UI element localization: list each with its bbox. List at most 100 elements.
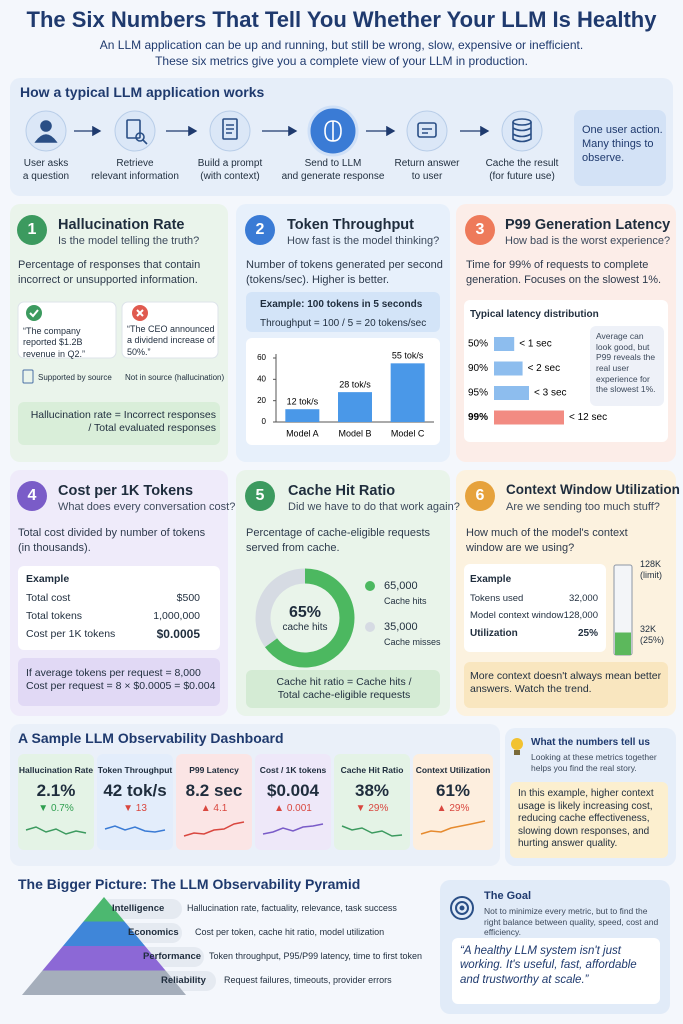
step-label: Retrieve relevant information (91, 158, 179, 182)
card-title: Cache Hit Ratio (288, 483, 396, 499)
example-caption: Not in source (hallucination) (125, 373, 225, 382)
row-label: Total cost (26, 592, 71, 604)
donut-caption: cache hits (282, 622, 328, 633)
cache-donut (255, 568, 355, 668)
card-footer: More context doesn't always mean better … (470, 670, 662, 696)
card-description: Total cost divided by number of tokens (… (18, 527, 206, 555)
row-value: 25% (577, 628, 598, 639)
level-description: Request failures, timeouts, provider err… (224, 975, 392, 985)
insight-title: What the numbers tell us (531, 737, 650, 748)
legend-value: 35,000 (384, 621, 418, 633)
donut-center: 65% (288, 604, 322, 621)
step-label: User asks a question (22, 158, 70, 182)
bar (285, 409, 320, 422)
y-tick-label: 60 (257, 353, 266, 362)
category-label: 95% (468, 388, 488, 399)
tile-label: Cost / 1K tokens (259, 765, 327, 775)
row-label: Tokens used (470, 593, 524, 604)
card-description: Number of tokens generated per second (t… (246, 259, 443, 287)
row-value: 32,000 (568, 593, 598, 604)
card-question: Are we sending too much stuff? (506, 501, 660, 513)
donut-legend (365, 581, 375, 632)
subtitle: These six metrics give you a complete vi… (155, 54, 528, 68)
step-glyphs (34, 118, 532, 145)
bar (494, 361, 523, 376)
donut-segment (264, 568, 355, 668)
bar (494, 410, 564, 425)
tile-value: 2.1% (36, 781, 76, 800)
level-name: Performance (143, 951, 202, 962)
x-tick-label: Model A (286, 428, 319, 438)
pyramid-title: The Bigger Picture: The LLM Observabilit… (18, 876, 361, 892)
row-label: Model context window (470, 610, 564, 621)
target-icon (450, 896, 474, 920)
pyramid (22, 897, 216, 995)
formula: Hallucination rate = Incorrect responses… (30, 409, 216, 435)
value-label: < 12 sec (569, 412, 607, 423)
row-label: Total tokens (26, 610, 83, 622)
tile-label: Cache Hit Ratio (340, 765, 404, 775)
tile-change: ▲ 4.1 (200, 803, 228, 814)
goal-title: The Goal (484, 890, 532, 902)
example-line: Example: 100 tokens in 5 seconds (260, 299, 423, 310)
step-label: Cache the result (for future use) (485, 158, 559, 182)
example-quote: “The company reported $1.2B revenue in Q… (23, 326, 86, 359)
card-number: 1 (27, 221, 37, 238)
tile-change: ▼ 0.7% (38, 803, 74, 814)
card-title: Hallucination Rate (58, 217, 185, 233)
example-title: Example (26, 573, 70, 585)
insight-text: In this example, higher context usage is… (518, 788, 654, 849)
bulb-icon (511, 738, 523, 755)
row-value: $0.0005 (156, 627, 200, 641)
gauge-fill (615, 632, 631, 655)
tile-label: Token Throughput (97, 765, 173, 775)
quote-box (452, 938, 660, 1004)
tile-label: Context Utilization (415, 765, 491, 775)
value-label: < 3 sec (534, 388, 567, 399)
dashboard-title: A Sample LLM Observability Dashboard (18, 730, 284, 746)
tile-change: ▼ 13 (123, 803, 147, 814)
step-label: Build a prompt (with context) (197, 158, 263, 182)
card-title: Cost per 1K Tokens (58, 483, 194, 499)
workflow-note: One user action. Many things to observe. (582, 124, 663, 164)
example-quote: “The CEO announced a dividend increase o… (127, 324, 215, 357)
bar (494, 386, 529, 400)
step-label: Send to LLM and generate response (281, 158, 385, 182)
quote: “A healthy LLM system isn't just working… (460, 945, 637, 986)
level-description: Cost per token, cache hit ratio, model u… (195, 927, 385, 937)
row-label: Cost per 1K tokens (26, 628, 116, 640)
note-box (574, 110, 666, 186)
latency-chart: 50% < 1 sec 90% < 2 sec 95% < 3 sec 99% < 12 se… (468, 337, 607, 425)
card-question: Is the model telling the truth? (58, 235, 200, 247)
card-number: 3 (475, 221, 485, 238)
tile-value: $0.004 (267, 781, 319, 800)
row-value: 1,000,000 (153, 610, 200, 622)
card-question: Did we have to do that work again? (288, 501, 460, 513)
formula: Cache hit ratio = Cache hits / Total cac… (276, 676, 412, 702)
workflow-title: How a typical LLM application works (20, 84, 265, 100)
goal-text: Not to minimize every metric, but to fin… (484, 906, 659, 938)
card-description: Time for 99% of requests to complete gen… (466, 259, 662, 287)
y-tick-label: 20 (257, 396, 266, 405)
gauge-value: 32K (25%) (640, 624, 665, 646)
utilization-gauge (613, 564, 633, 656)
bar (390, 363, 425, 422)
tile-change: ▲ 29% (436, 803, 470, 814)
category-label: 50% (468, 339, 488, 350)
card-number: 2 (255, 221, 265, 238)
card-question: What does every conversation cost? (58, 501, 236, 513)
tile-change: ▼ 29% (355, 803, 389, 814)
bar (338, 392, 372, 422)
subtitle: An LLM application can be up and running… (99, 38, 584, 52)
x-tick-label: Model C (391, 428, 425, 438)
level-name: Economics (128, 927, 179, 938)
value-label: < 1 sec (519, 339, 552, 350)
card-number: 5 (255, 487, 265, 504)
title: The Six Numbers That Tell You Whether Yo… (26, 7, 657, 32)
example-caption: Supported by source (38, 373, 112, 382)
y-tick-label: 0 (262, 417, 267, 426)
card-question: How fast is the model thinking? (287, 235, 440, 247)
insight-box (510, 782, 668, 858)
x-tick-label: Model B (338, 428, 371, 438)
